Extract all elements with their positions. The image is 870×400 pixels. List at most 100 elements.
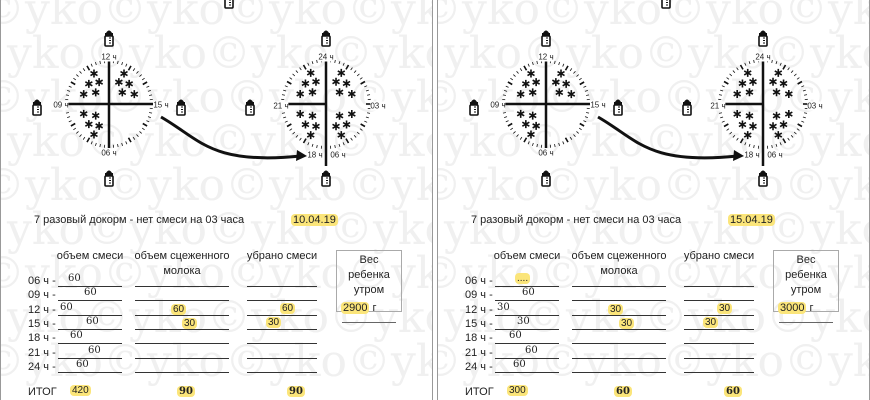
bottle-icon [32, 99, 42, 116]
formula-line [495, 286, 559, 287]
total-milk: 60 [614, 386, 632, 397]
clock-hour-label: 18 ч [307, 150, 323, 160]
watermark-line: ©yko©yko©yko©yko©yko [0, 336, 433, 387]
formula-line [58, 314, 122, 316]
bottle-icon [321, 30, 331, 47]
removed-line [684, 300, 754, 302]
row-time-label: 18 ч - [28, 332, 56, 345]
clock-hour-label: 03 ч [370, 101, 386, 111]
formula-line [58, 371, 122, 373]
clock-hour-label: 18 ч [744, 150, 760, 160]
total-removed: 90 [287, 386, 305, 397]
weight-value: 3000 [778, 302, 807, 314]
bottle-icon [613, 99, 623, 116]
total-formula: 420 [70, 385, 91, 396]
row-time-label: 21 ч - [465, 346, 493, 359]
formula-value: 60 [522, 287, 535, 299]
removed-line [684, 357, 754, 359]
removed-value: 30 [717, 302, 733, 314]
formula-line [495, 328, 559, 330]
milk-line [135, 357, 229, 359]
removed-line [684, 286, 754, 287]
weight-unit: г [809, 302, 814, 314]
milk-value: 30 [608, 303, 624, 315]
milk-line [135, 371, 229, 373]
milk-line [572, 300, 666, 302]
header-removed-formula: убрано смеси [683, 250, 755, 262]
formula-value: 60 [84, 287, 97, 299]
removed-line [247, 314, 317, 316]
clock-hour-label: 03 ч [807, 101, 823, 111]
header-removed-formula: убрано смеси [246, 250, 318, 262]
bottle-icon [469, 99, 479, 116]
removed-line [247, 286, 317, 287]
weight-label: Вес ребенка утром [785, 254, 827, 296]
schedule-panel: ©yko©yko©yko©yko©yko©yko©yko©yko©yko©yko… [437, 0, 870, 400]
row-time-label: 21 ч - [28, 346, 56, 359]
removed-line [247, 371, 317, 373]
total-removed: 60 [724, 386, 742, 397]
removed-line [247, 300, 317, 302]
weight-value-row: 2900 г [337, 301, 401, 316]
bottle-icon [245, 99, 255, 116]
weight-label: Вес ребенка утром [348, 254, 390, 296]
clock-diagram [502, 60, 590, 148]
plan-date: 15.04.19 [728, 214, 775, 226]
clock-hour-label: 21 ч [273, 101, 289, 111]
row-time-label: 24 ч - [465, 360, 493, 373]
formula-line [495, 300, 559, 302]
row-time-label: 06 ч - [28, 275, 56, 287]
removed-value: 30 [703, 316, 719, 328]
formula-line [58, 300, 122, 302]
row-time-label: 24 ч - [28, 360, 56, 373]
clock-hour-label: 21 ч [710, 101, 726, 111]
row-time-label: 12 ч - [465, 303, 493, 316]
milk-line [572, 314, 666, 316]
weight-box: Вес ребенка утром 2900 г [336, 250, 402, 323]
milk-line [135, 300, 229, 302]
milk-line [135, 343, 229, 345]
clock-hour-label: 12 ч [538, 52, 554, 62]
clock-hour-label: 09 ч [490, 100, 506, 110]
bottle-icon [541, 170, 551, 187]
weight-unit: г [372, 302, 377, 314]
row-time-label: 09 ч - [465, 289, 493, 302]
formula-value: .... [515, 273, 531, 284]
bottle-icon [104, 30, 114, 47]
weight-value: 2900 [341, 302, 370, 314]
formula-line [58, 343, 122, 345]
clocks-diagram [32, 0, 371, 187]
clock-hour-label: 06 ч [538, 148, 554, 158]
header-expressed-milk: объем сцеженного молока [571, 250, 667, 277]
formula-value: 30 [497, 301, 510, 313]
bottle-icon [661, 0, 671, 9]
formula-line [495, 371, 559, 373]
milk-line [135, 286, 229, 287]
removed-value: 60 [280, 302, 296, 314]
clock-diagram [65, 60, 153, 148]
arrow-icon [160, 115, 307, 161]
formula-value: 60 [68, 273, 81, 284]
bottle-icon [758, 30, 768, 47]
bottle-icon [321, 170, 331, 187]
header-expressed-milk: объем сцеженного молока [134, 250, 230, 277]
formula-value: 60 [525, 344, 538, 356]
row-time-label: 06 ч - [465, 275, 493, 287]
bottle-icon [682, 99, 692, 116]
header-formula: объем смеси [56, 250, 124, 262]
clock-hour-label: 12 ч [101, 52, 117, 62]
removed-line [247, 357, 317, 359]
milk-value: 30 [182, 317, 198, 329]
formula-line [58, 328, 122, 330]
weight-value-row: 3000 г [774, 301, 838, 316]
formula-value: 60 [86, 315, 99, 327]
total-label: ИТОГ [465, 386, 494, 398]
milk-value: 60 [171, 303, 187, 315]
plan-title: 7 разовый докорм - нет смеси на 03 часа [34, 214, 245, 226]
formula-value: 60 [513, 358, 526, 370]
removed-line [247, 328, 317, 330]
removed-line [684, 371, 754, 373]
clock-diagram [718, 59, 808, 166]
plan-title: 7 разовый докорм - нет смеси на 03 часа [471, 214, 682, 226]
clock-hour-label: 15 ч [153, 100, 169, 110]
